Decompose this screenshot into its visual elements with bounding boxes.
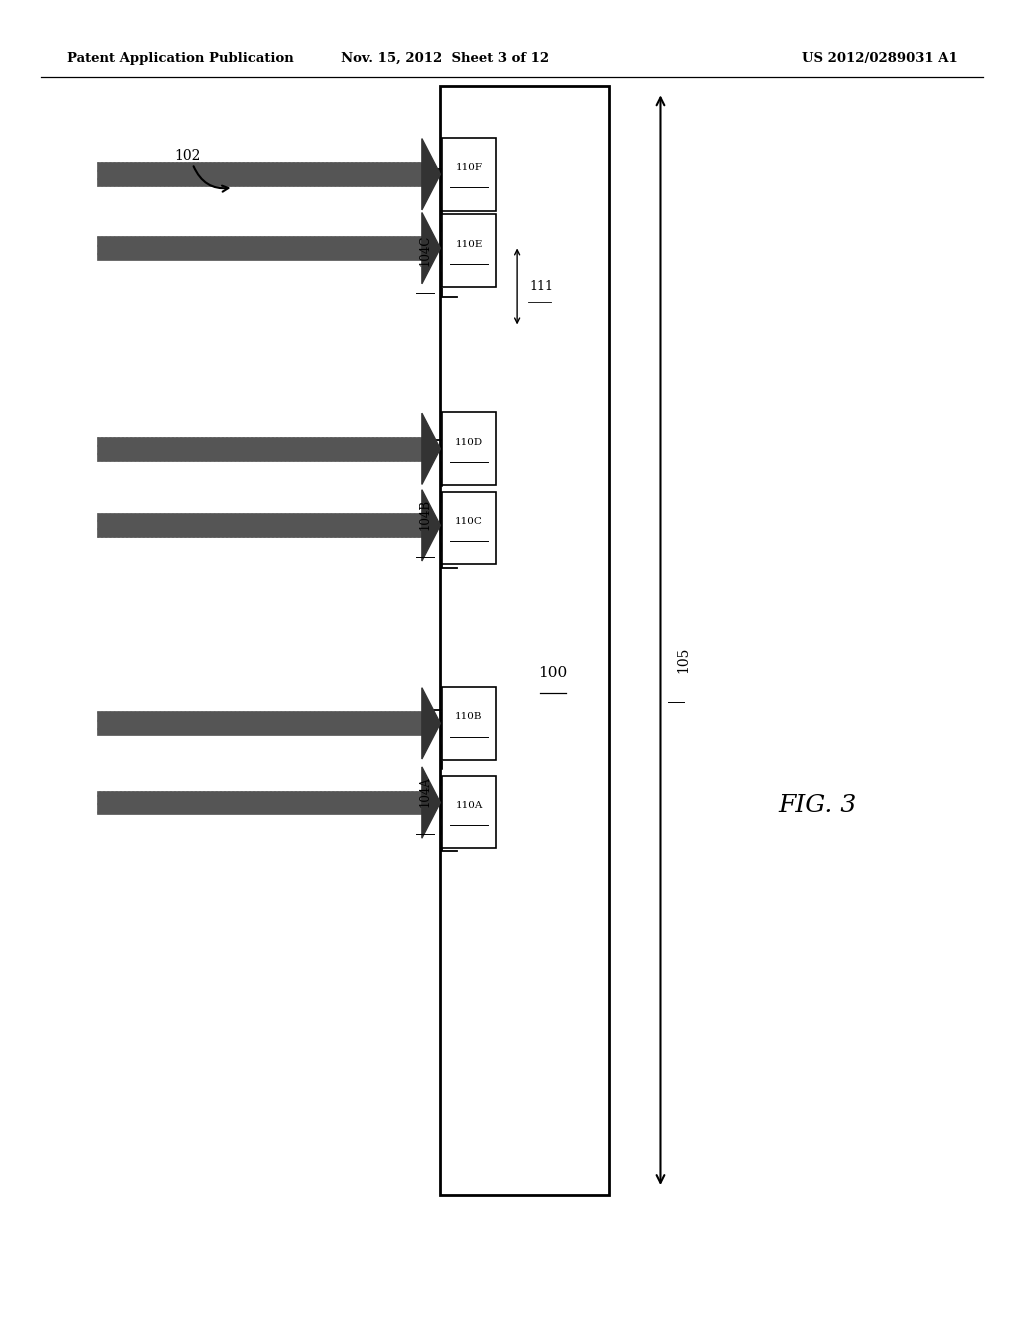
Bar bbox=[442, 776, 496, 849]
Text: 110F: 110F bbox=[456, 164, 482, 172]
Polygon shape bbox=[422, 139, 440, 210]
Text: 104A: 104A bbox=[419, 776, 431, 808]
Bar bbox=[97, 162, 422, 186]
Text: 110D: 110D bbox=[455, 438, 483, 446]
Polygon shape bbox=[422, 213, 440, 284]
Bar bbox=[97, 791, 422, 814]
Text: 102: 102 bbox=[174, 149, 201, 162]
Bar bbox=[442, 214, 496, 286]
Text: 100: 100 bbox=[539, 667, 567, 680]
Polygon shape bbox=[422, 490, 440, 561]
Text: US 2012/0289031 A1: US 2012/0289031 A1 bbox=[802, 51, 957, 65]
Bar bbox=[97, 437, 422, 461]
Text: 111: 111 bbox=[529, 280, 553, 293]
Bar bbox=[440, 86, 609, 1195]
Text: 105: 105 bbox=[676, 647, 690, 673]
Bar bbox=[97, 711, 422, 735]
Text: 110E: 110E bbox=[456, 240, 482, 248]
Text: 110A: 110A bbox=[456, 801, 482, 809]
Polygon shape bbox=[422, 413, 440, 484]
Polygon shape bbox=[422, 688, 440, 759]
Text: 110B: 110B bbox=[456, 713, 482, 721]
Bar bbox=[97, 513, 422, 537]
Bar bbox=[442, 137, 496, 210]
Text: FIG. 3: FIG. 3 bbox=[778, 793, 856, 817]
Text: Patent Application Publication: Patent Application Publication bbox=[67, 51, 293, 65]
Polygon shape bbox=[422, 767, 440, 838]
Bar bbox=[442, 491, 496, 565]
Text: 104C: 104C bbox=[419, 235, 431, 267]
Bar bbox=[442, 412, 496, 484]
Text: 104B: 104B bbox=[419, 499, 431, 531]
Text: 110C: 110C bbox=[455, 517, 483, 525]
Bar bbox=[442, 686, 496, 759]
Text: Nov. 15, 2012  Sheet 3 of 12: Nov. 15, 2012 Sheet 3 of 12 bbox=[341, 51, 550, 65]
Bar bbox=[97, 236, 422, 260]
